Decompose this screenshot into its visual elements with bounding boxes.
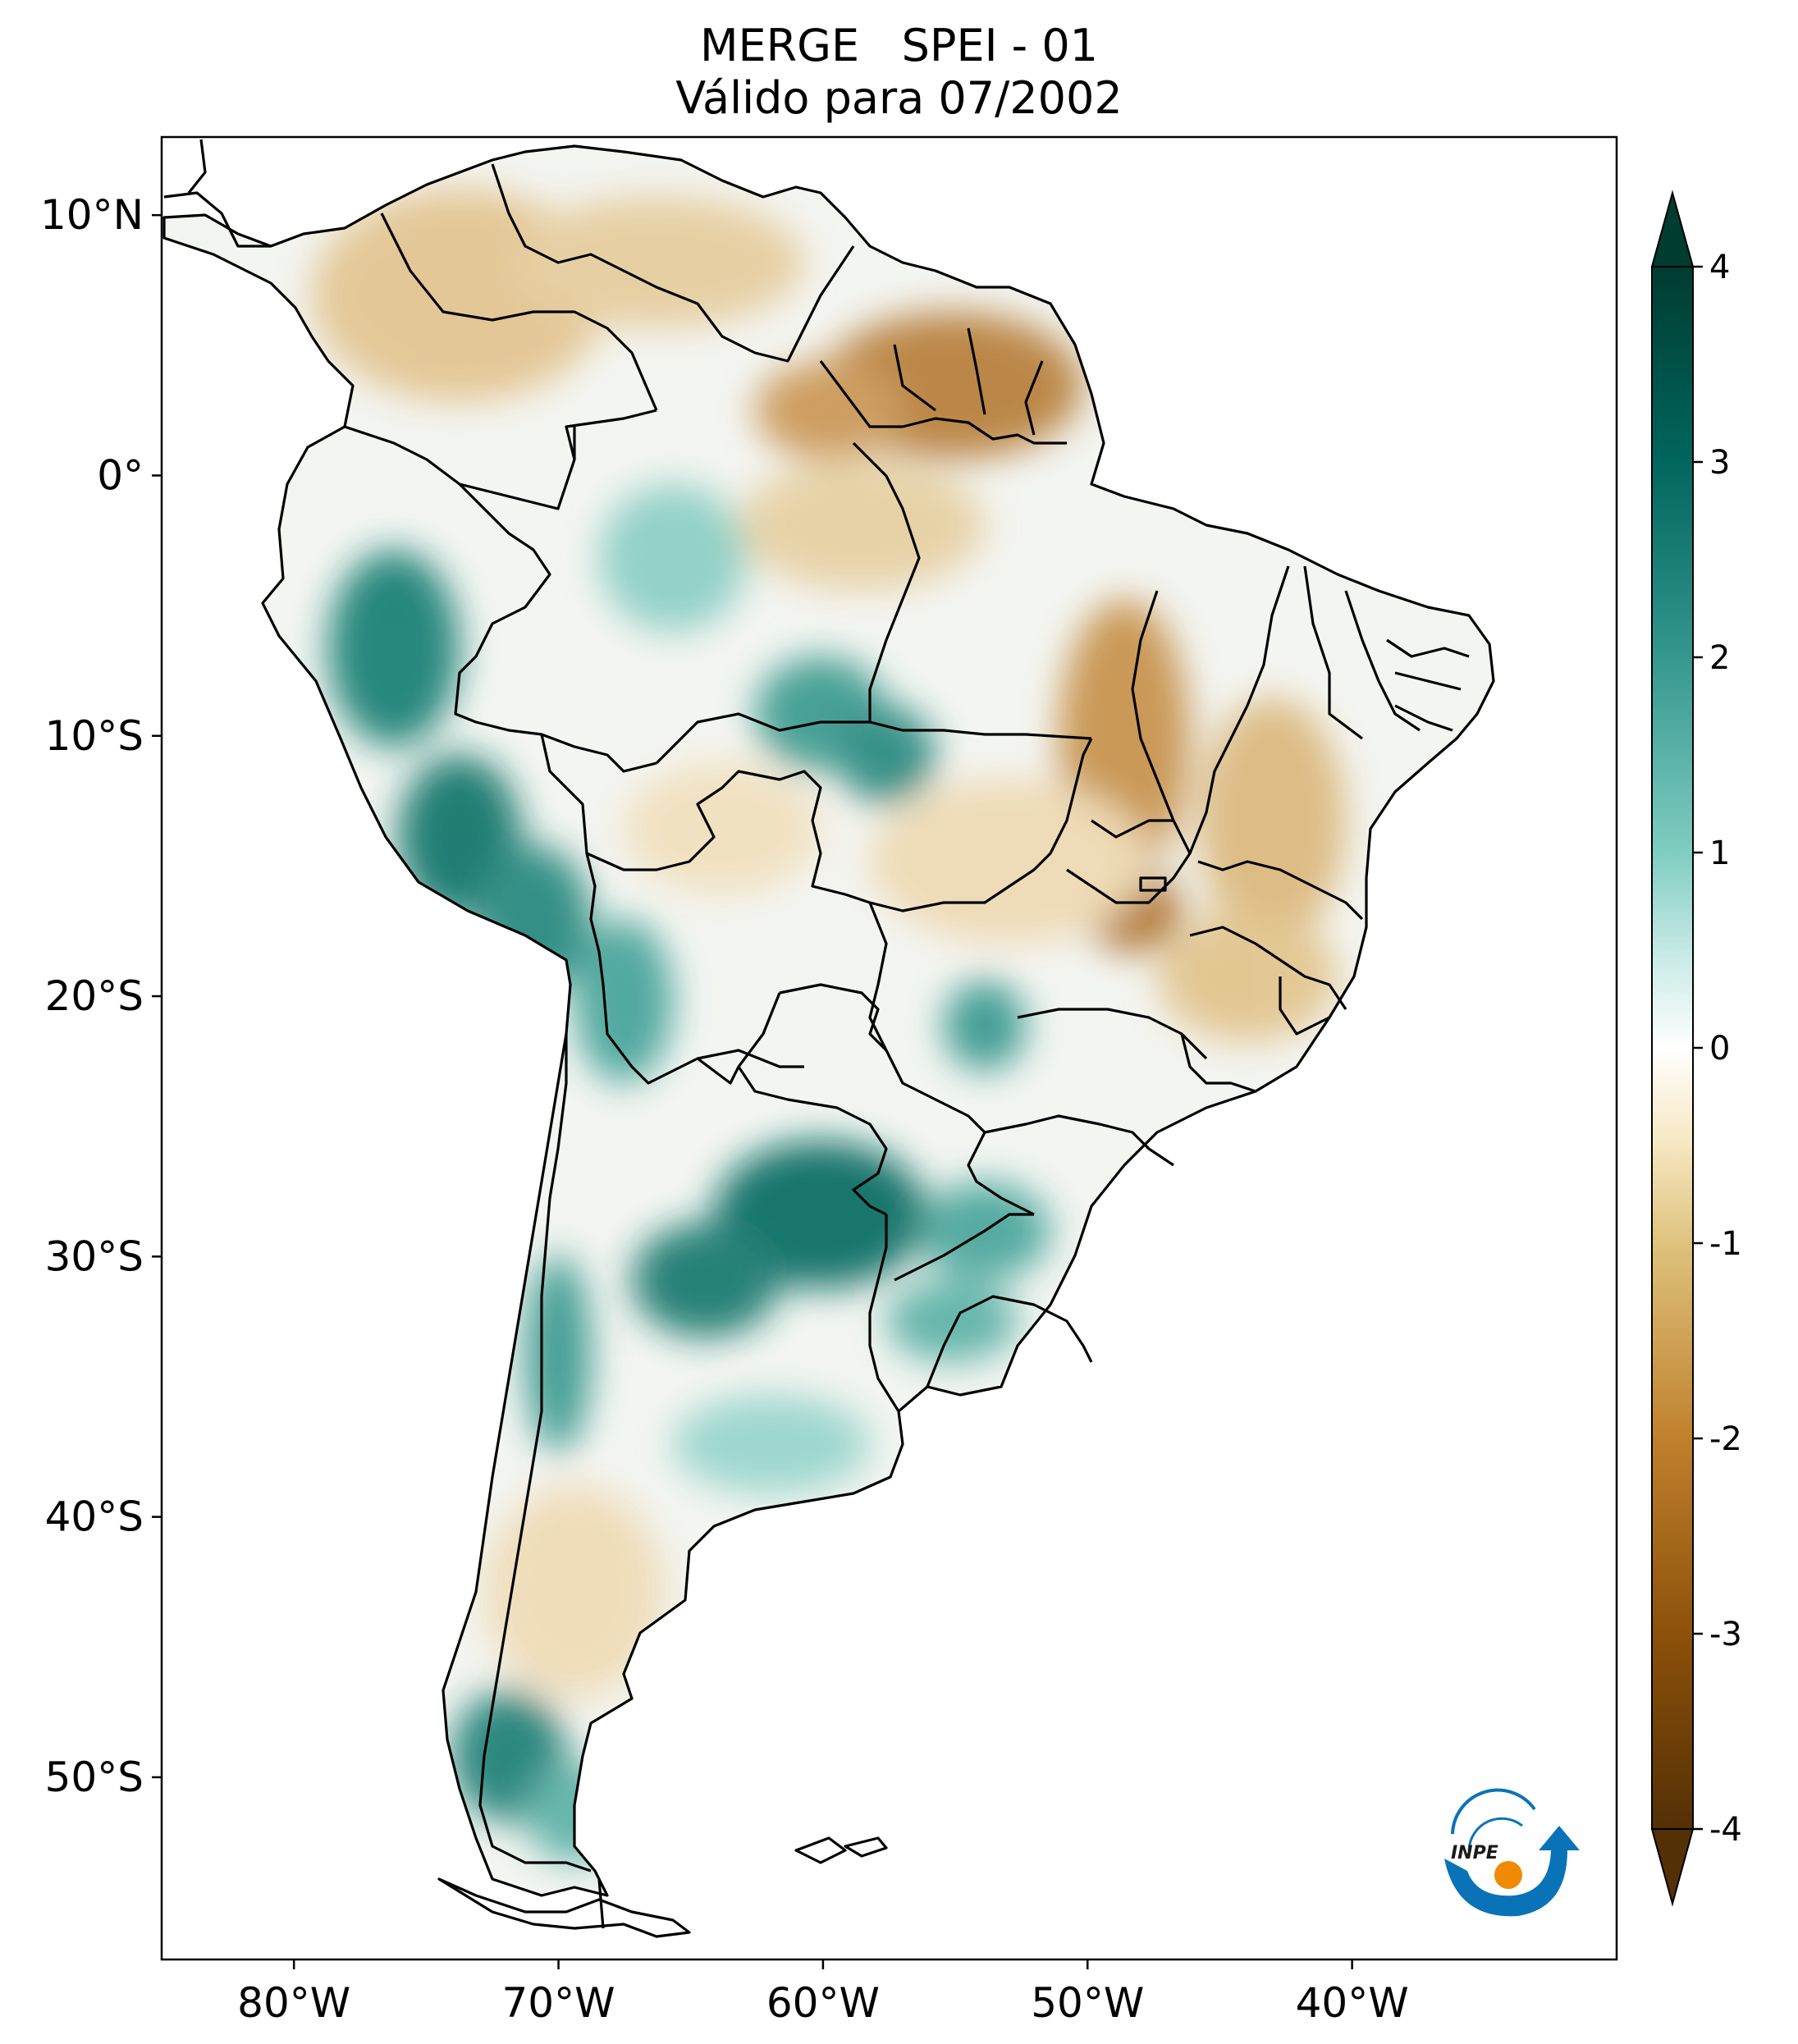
lat-tick-label: 10°S — [45, 712, 144, 760]
lat-tick-label: 30°S — [45, 1232, 144, 1280]
inpe-logo-text: INPE — [1451, 1843, 1498, 1863]
lat-tick-label: 0° — [97, 451, 144, 499]
title-line-2: Válido para 07/2002 — [675, 72, 1123, 124]
colorbar-tick-label: 4 — [1709, 249, 1730, 286]
colorbar-extend-min — [1650, 1828, 1695, 1907]
lat-tick-label: 10°N — [40, 191, 144, 239]
colorbar-tick-label: -1 — [1709, 1225, 1742, 1263]
map-frame — [160, 135, 1618, 1961]
lon-tick-label: 80°W — [237, 1979, 350, 2027]
colorbar-tick-label: -2 — [1709, 1420, 1742, 1458]
colorbar-tick-label: -3 — [1709, 1616, 1742, 1653]
colorbar-gradient — [1651, 266, 1694, 1830]
lon-tick-label: 70°W — [502, 1979, 615, 2027]
colorbar-ticks: 4 3 2 1 0 -1 -2 -3 -4 — [1693, 249, 1742, 1849]
lon-tick-label: 40°W — [1296, 1979, 1409, 2027]
lon-tick-label: 50°W — [1031, 1979, 1144, 2027]
colorbar: 4 3 2 1 0 -1 -2 -3 -4 — [1650, 190, 1742, 1907]
inpe-dot-icon — [1494, 1861, 1522, 1889]
colorbar-tick-label: 2 — [1709, 639, 1730, 677]
inpe-arrow-icon — [1444, 1826, 1580, 1917]
latitude-axis: 10°N 0° 10°S 20°S 30°S 40°S 50°S — [40, 191, 162, 1801]
inpe-logo: INPE — [1444, 1788, 1580, 1917]
lat-tick-label: 50°S — [45, 1754, 144, 1801]
colorbar-tick-label: -4 — [1709, 1811, 1742, 1849]
boundaries — [162, 139, 1495, 1938]
title-line-1: MERGE SPEI - 01 — [699, 20, 1099, 71]
colorbar-extend-max — [1650, 190, 1695, 268]
lat-tick-label: 20°S — [45, 972, 144, 1020]
lat-tick-label: 40°S — [45, 1493, 144, 1541]
longitude-axis: 80°W 70°W 60°W 50°W 40°W — [237, 1959, 1409, 2027]
lon-tick-label: 60°W — [766, 1979, 880, 2027]
colorbar-tick-label: 3 — [1709, 444, 1730, 482]
colorbar-tick-label: 1 — [1709, 835, 1730, 872]
map-title: MERGE SPEI - 01 Válido para 07/2002 — [0, 20, 1798, 125]
colorbar-tick-label: 0 — [1709, 1030, 1730, 1068]
map-panel: 10°N 0° 10°S 20°S 30°S 40°S 50°S 80°W 70°W 60°W 5… — [40, 135, 1618, 2027]
